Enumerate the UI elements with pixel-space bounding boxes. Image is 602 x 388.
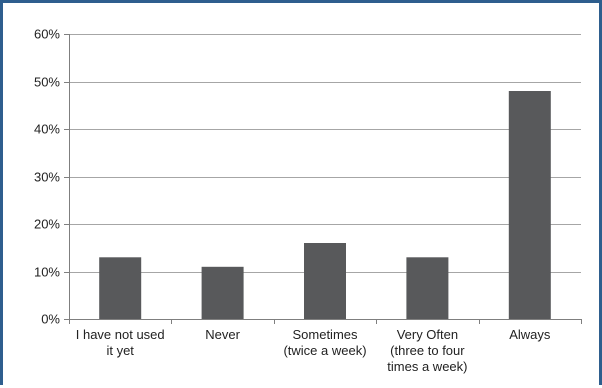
y-axis-tick-labels: 0% 10% 20% 30% 40% 50% 60% [34, 27, 60, 327]
bar [99, 257, 142, 320]
gridlines [64, 34, 581, 320]
bar [201, 266, 244, 320]
bar [304, 243, 346, 319]
x-category-label: Sometimes (twice a week) [283, 327, 366, 358]
x-category-label: I have not used it yet [76, 327, 165, 358]
x-category-label: Very Often (three to four times a week) [387, 327, 467, 374]
bars [99, 91, 551, 320]
bar [406, 257, 449, 320]
y-tick-label: 50% [34, 75, 60, 90]
bar-chart: 0% 10% 20% 30% 40% 50% 60% I have not used it y… [34, 27, 582, 374]
x-category-label: Always [509, 327, 551, 342]
bar [508, 91, 551, 319]
y-tick-label: 10% [34, 265, 60, 280]
y-tick-label: 30% [34, 170, 60, 185]
y-tick-label: 20% [34, 217, 60, 232]
y-tick-label: 0% [41, 312, 60, 327]
x-axis [69, 34, 582, 324]
x-category-label: Never [205, 327, 240, 342]
y-tick-label: 60% [34, 27, 60, 42]
x-axis-category-labels: I have not used it yet Never Sometimes (twic… [76, 327, 551, 374]
y-tick-label: 40% [34, 122, 60, 137]
